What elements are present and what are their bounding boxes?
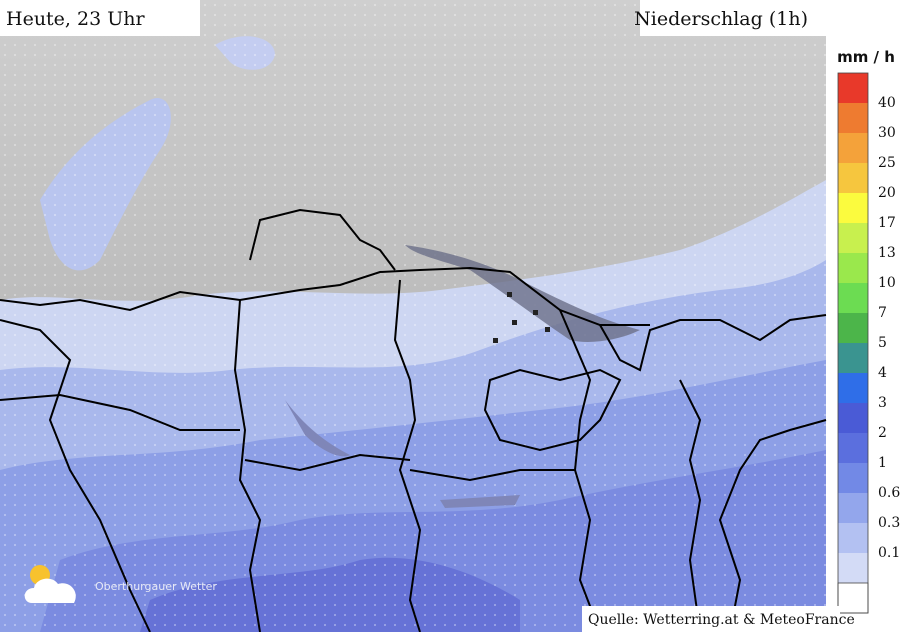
legend-label: 2 [878, 425, 887, 441]
legend-label: 20 [878, 185, 896, 201]
source: Quelle: Wetterring.at & MeteoFrance [588, 612, 855, 628]
legend-swatch [838, 253, 868, 283]
legend-swatch [838, 73, 868, 103]
legend-swatch [838, 433, 868, 463]
logo: Oberthurgauer Wetter [24, 565, 217, 603]
dot-pattern [0, 0, 826, 632]
legend-swatch [838, 343, 868, 373]
legend-swatch [838, 463, 868, 493]
map: Oberthurgauer Wetter [0, 0, 827, 632]
legend-swatch [838, 193, 868, 223]
legend-label: 3 [878, 395, 887, 411]
source-box [582, 606, 840, 632]
legend-label: 25 [878, 155, 896, 171]
legend: 40 30 25 20 17 13 10 7 5 4 3 2 1 0.6 0.3 0.1 [837, 72, 900, 614]
legend-swatch [838, 523, 868, 553]
city-markers [493, 292, 550, 343]
time-label: Heute, 23 Uhr [6, 8, 145, 30]
legend-swatch [838, 373, 868, 403]
lake [285, 400, 350, 457]
legend-swatch [837, 582, 869, 614]
legend-swatch [838, 103, 868, 133]
logo-text: Oberthurgauer Wetter [95, 580, 217, 593]
legend-frame [837, 72, 869, 614]
legend-swatch [838, 223, 868, 253]
legend-label: 0.1 [878, 545, 900, 561]
product-box [640, 0, 826, 36]
legend-label: 30 [878, 125, 896, 141]
legend-label: 0.3 [878, 515, 900, 531]
legend-label: 5 [878, 335, 887, 351]
legend-swatch [838, 403, 868, 433]
legend-label: 7 [878, 305, 887, 321]
legend-swatch [838, 163, 868, 193]
legend-label: 13 [878, 245, 896, 261]
legend-label: 0.6 [878, 485, 900, 501]
lake [440, 495, 520, 508]
legend-label: 40 [878, 95, 896, 111]
borders [0, 208, 827, 632]
legend-label: 17 [878, 215, 896, 231]
legend-label: 4 [878, 365, 887, 381]
legend-unit: mm / h [837, 48, 895, 66]
legend-swatch [838, 313, 868, 343]
legend-label: 10 [878, 275, 896, 291]
legend-swatch [838, 553, 868, 583]
product-label: Niederschlag (1h) [634, 8, 808, 30]
legend-label: 1 [878, 455, 887, 471]
legend-swatch [838, 133, 868, 163]
time-box [0, 0, 200, 36]
legend-swatch [838, 283, 868, 313]
legend-swatch [838, 493, 868, 523]
